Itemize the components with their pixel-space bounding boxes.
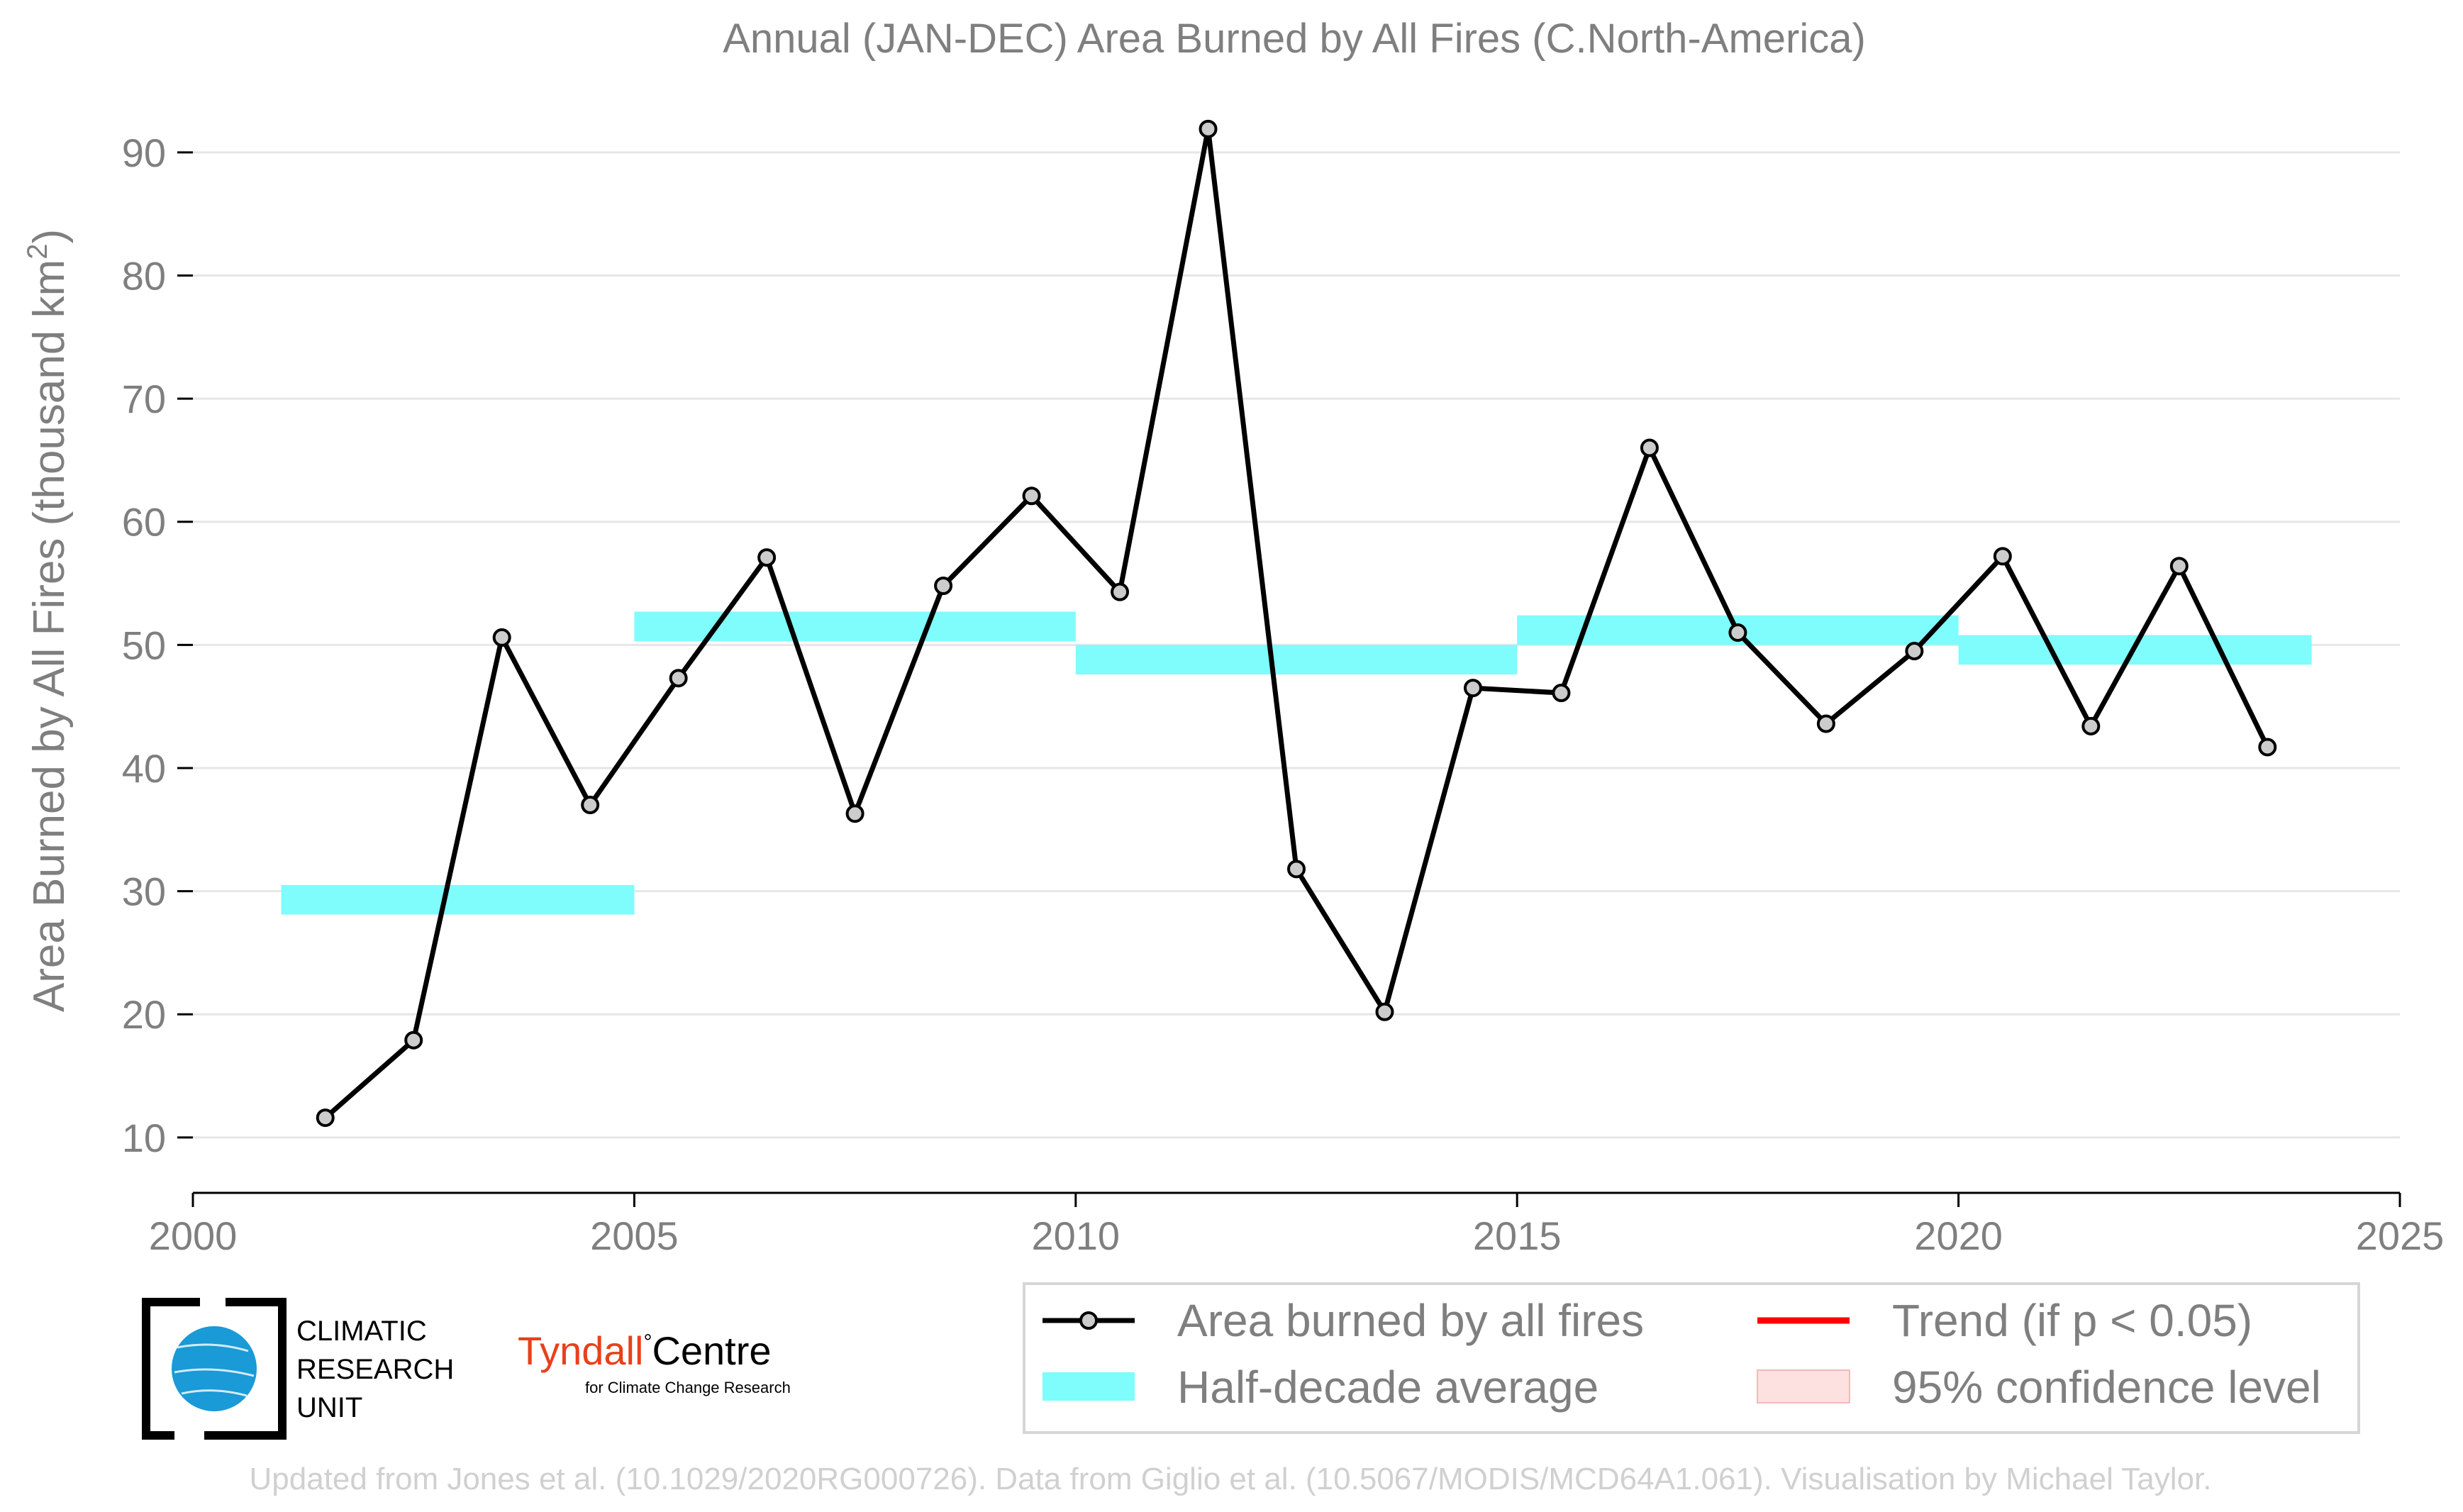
chart-title: Annual (JAN-DEC) Area Burned by All Fire… bbox=[723, 16, 1866, 62]
data-point bbox=[404, 1030, 423, 1050]
data-point bbox=[316, 1108, 335, 1128]
tyndall-name: Tyndall bbox=[518, 1328, 643, 1373]
legend-symbol-confidence bbox=[1757, 1369, 1850, 1403]
y-axis-label-tail: ) bbox=[25, 229, 74, 244]
y-tick-label: 50 bbox=[122, 623, 166, 667]
legend-label-confidence: 95% confidence level bbox=[1892, 1362, 2321, 1413]
data-point bbox=[1375, 1002, 1394, 1021]
data-point bbox=[1728, 623, 1747, 642]
data-point bbox=[1816, 714, 1835, 733]
y-tick-label: 20 bbox=[122, 992, 166, 1037]
y-axis-label: Area Burned by All Fires (thousand km2) bbox=[22, 229, 74, 1012]
globe-lines bbox=[174, 1343, 255, 1397]
half-decade-average-bar bbox=[1075, 645, 1518, 675]
data-point bbox=[1199, 119, 1218, 138]
x-tick-label: 2000 bbox=[149, 1213, 238, 1258]
tyndall-degree: ° bbox=[643, 1330, 652, 1354]
y-tick-label: 90 bbox=[122, 130, 166, 175]
data-point bbox=[669, 669, 688, 688]
data-point bbox=[1552, 684, 1571, 703]
y-tick-label: 70 bbox=[122, 377, 166, 421]
tyndall-logo: Tyndall°Centre for Climate Change Resear… bbox=[518, 1328, 791, 1396]
data-point bbox=[2169, 557, 2189, 576]
series-line bbox=[323, 128, 2270, 1120]
y-axis-label-main: Area Burned by All Fires (thousand km bbox=[25, 260, 74, 1012]
x-tick-label: 2010 bbox=[1032, 1213, 1121, 1258]
y-tick-label: 40 bbox=[122, 746, 166, 791]
data-point bbox=[581, 796, 600, 815]
x-tick-label: 2020 bbox=[1914, 1213, 2003, 1258]
cru-text-line1: CLIMATIC bbox=[296, 1316, 427, 1347]
data-point bbox=[1640, 438, 1659, 457]
tyndall-subtitle: for Climate Change Research bbox=[585, 1379, 791, 1396]
legend-marker-series bbox=[1079, 1311, 1098, 1330]
series-area-burned bbox=[316, 119, 2277, 1128]
data-point bbox=[1993, 547, 2012, 566]
data-point bbox=[934, 576, 953, 595]
tyndall-centre: Centre bbox=[652, 1328, 771, 1373]
tyndall-wordmark: Tyndall°Centre bbox=[518, 1328, 772, 1373]
half-decade-average-bar bbox=[281, 884, 635, 915]
x-tick-label: 2025 bbox=[2356, 1213, 2445, 1258]
legend-box bbox=[1023, 1282, 2360, 1434]
legend-label-series: Area burned by all fires bbox=[1177, 1295, 1644, 1346]
y-tick-label: 60 bbox=[122, 500, 166, 545]
data-point bbox=[2258, 738, 2277, 757]
legend-label-trend: Trend (if p < 0.05) bbox=[1892, 1295, 2252, 1346]
y-tick-label: 80 bbox=[122, 253, 166, 298]
cru-logo: CLIMATIC RESEARCH UNIT bbox=[142, 1298, 454, 1440]
data-point bbox=[1463, 679, 1482, 698]
data-point bbox=[845, 804, 864, 823]
x-tick-label: 2015 bbox=[1473, 1213, 1562, 1258]
y-tick-label: 10 bbox=[122, 1116, 166, 1160]
legend-symbol-average bbox=[1043, 1372, 1135, 1401]
x-tick-label: 2005 bbox=[590, 1213, 679, 1258]
data-point bbox=[2081, 716, 2101, 735]
data-point bbox=[1111, 582, 1130, 601]
half-decade-average-bar bbox=[634, 611, 1076, 642]
data-point bbox=[1287, 860, 1306, 879]
data-point bbox=[1905, 642, 1924, 661]
footer-credits: Updated from Jones et al. (10.1029/2020R… bbox=[250, 1462, 2212, 1496]
axes: 10 20 30 40 50 60 70 80 90 2000 2005 2010 2015 2020 20… bbox=[122, 130, 2445, 1258]
cru-text-line2: RESEARCH bbox=[296, 1354, 454, 1385]
legend: Area burned by all fires Trend (if p < 0… bbox=[1023, 1282, 2360, 1434]
data-point bbox=[757, 548, 777, 567]
cru-bracket-right bbox=[204, 1298, 287, 1440]
data-point bbox=[1022, 487, 1041, 506]
legend-label-average: Half-decade average bbox=[1177, 1362, 1599, 1413]
y-tick-label: 30 bbox=[122, 869, 166, 914]
data-point bbox=[492, 628, 511, 647]
cru-bracket-left bbox=[142, 1298, 200, 1440]
cru-text-line3: UNIT bbox=[296, 1392, 362, 1423]
y-axis-label-sup: 2 bbox=[22, 244, 53, 260]
